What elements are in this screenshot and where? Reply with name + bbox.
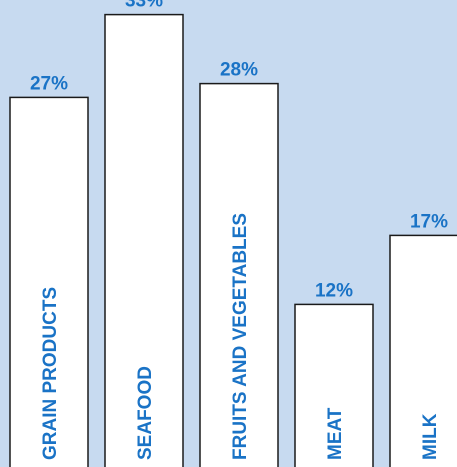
- category-label: MEAT: [325, 407, 346, 460]
- value-label: 33%: [125, 0, 163, 12]
- bar: [104, 13, 184, 467]
- bar: [9, 96, 89, 467]
- value-label: 12%: [315, 280, 353, 301]
- category-label: MILK: [420, 413, 441, 460]
- value-label: 27%: [30, 73, 68, 94]
- bar-group: 33% SEAFOOD: [104, 0, 184, 467]
- bar-group: 27% GRAIN PRODUCTS: [9, 73, 89, 467]
- category-label: SEAFOOD: [135, 366, 156, 460]
- category-label: FRUITS AND VEGETABLES: [230, 213, 251, 460]
- bar: [294, 303, 374, 467]
- bar-group: 28% FRUITS AND VEGETABLES: [199, 60, 279, 467]
- bar: [199, 82, 279, 467]
- category-label: GRAIN PRODUCTS: [40, 287, 61, 460]
- value-label: 28%: [220, 60, 258, 81]
- bar-group: 12% MEAT: [294, 280, 374, 467]
- bar: [389, 234, 457, 467]
- bar-group: 17% MILK: [389, 211, 457, 467]
- value-label: 17%: [410, 211, 448, 232]
